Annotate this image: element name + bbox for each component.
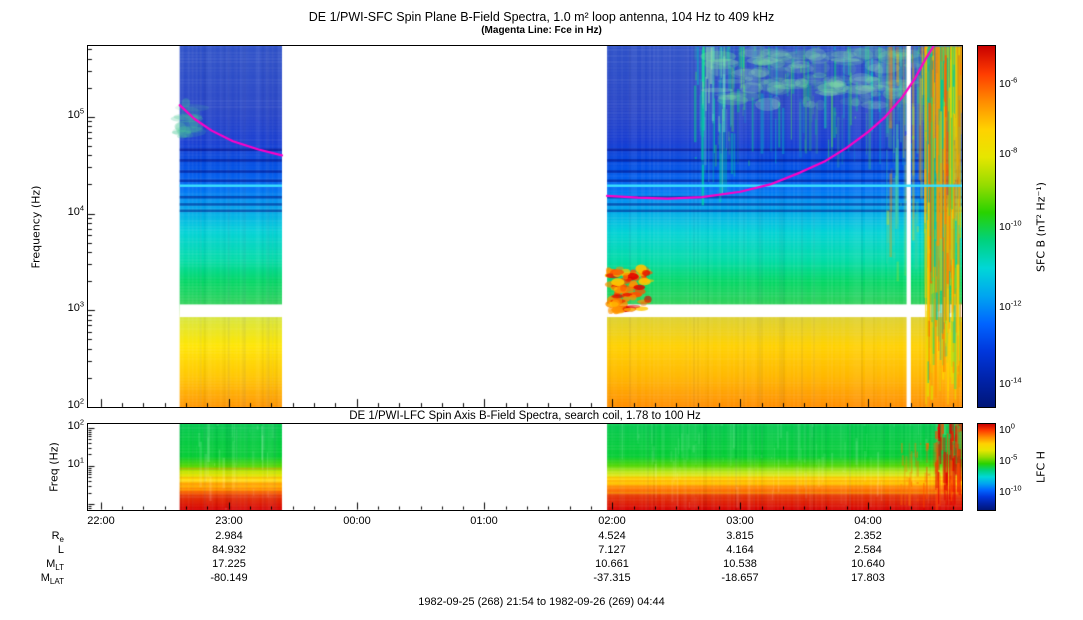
ephemeris-value: 2.352 — [854, 530, 882, 542]
ephemeris-value: 3.815 — [726, 530, 754, 542]
time-tick-label: 00:00 — [343, 515, 371, 527]
ephemeris-value: 10.661 — [595, 558, 629, 570]
ephemeris-value: 7.127 — [598, 544, 626, 556]
lfc-colorbar-label: LFC H — [1034, 451, 1048, 483]
sfc-spectrogram-canvas — [88, 46, 962, 407]
time-tick-label: 03:00 — [726, 515, 754, 527]
lfc-spectrogram-canvas — [88, 424, 962, 510]
lfc-colorbar — [977, 423, 996, 511]
lfc-spectrogram-panel — [87, 423, 963, 511]
sfc-spectrogram-panel — [87, 45, 963, 408]
ephemeris-value: 2.984 — [215, 530, 243, 542]
colorbar-tick-label: 10-8 — [999, 145, 1018, 160]
y-tick-label: 102 — [67, 417, 84, 432]
colorbar-tick-label: 10-6 — [999, 75, 1018, 90]
ephemeris-value: 2.584 — [854, 544, 882, 556]
ephemeris-value: -80.149 — [210, 572, 248, 584]
colorbar-tick-label: 10-5 — [999, 452, 1018, 467]
y-tick-label: 103 — [67, 299, 84, 314]
time-tick-label: 02:00 — [598, 515, 626, 527]
y-tick-label: 101 — [67, 455, 84, 470]
ephemeris-value: 17.225 — [212, 558, 246, 570]
ephemeris-value: 17.803 — [851, 572, 885, 584]
colorbar-tick-label: 10-14 — [999, 375, 1022, 390]
lfc-panel-title: DE 1/PWI-LFC Spin Axis B-Field Spectra, … — [349, 410, 701, 422]
time-range-caption: 1982-09-25 (268) 21:54 to 1982-09-26 (26… — [418, 596, 665, 608]
sfc-y-axis-label: Frequency (Hz) — [29, 185, 43, 269]
ephemeris-value: -18.657 — [721, 572, 759, 584]
time-tick-label: 23:00 — [215, 515, 243, 527]
ephemeris-value: 84.932 — [212, 544, 246, 556]
y-tick-label: 102 — [67, 396, 84, 411]
ephemeris-value: 4.524 — [598, 530, 626, 542]
ephemeris-value: 10.640 — [851, 558, 885, 570]
colorbar-tick-label: 100 — [999, 421, 1015, 436]
ephemeris-row-label: L — [57, 544, 64, 556]
ephemeris-value: -37.315 — [593, 572, 631, 584]
y-tick-label: 104 — [67, 203, 84, 218]
figure-subtitle: (Magenta Line: Fce in Hz) — [481, 25, 602, 36]
colorbar-tick-label: 10-10 — [999, 218, 1022, 233]
ephemeris-row-label: MLAT — [40, 572, 64, 587]
sfc-colorbar-label: SFC B (nT² Hz⁻¹) — [1034, 182, 1048, 272]
time-tick-label: 04:00 — [854, 515, 882, 527]
ephemeris-value: 10.538 — [723, 558, 757, 570]
ephemeris-row-label: MLT — [46, 558, 64, 573]
ephemeris-row-label: Re — [51, 530, 64, 545]
y-tick-label: 105 — [67, 106, 84, 121]
figure-title: DE 1/PWI-SFC Spin Plane B-Field Spectra,… — [308, 10, 775, 24]
colorbar-tick-label: 10-12 — [999, 298, 1022, 313]
colorbar-tick-label: 10-10 — [999, 483, 1022, 498]
sfc-colorbar — [977, 45, 996, 408]
time-tick-label: 22:00 — [87, 515, 115, 527]
time-tick-label: 01:00 — [470, 515, 498, 527]
ephemeris-value: 4.164 — [726, 544, 754, 556]
